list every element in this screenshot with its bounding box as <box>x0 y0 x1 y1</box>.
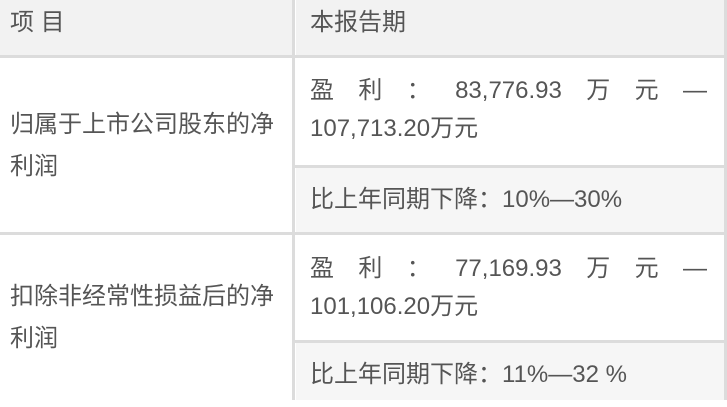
divider <box>292 0 295 400</box>
text: ： <box>406 77 431 104</box>
change-rate: 比上年同期下降：10%—30% <box>296 168 727 232</box>
profit-line2: 101,106.20万元 <box>310 293 479 320</box>
divider <box>724 0 727 400</box>
item-label: 扣除非经常性损益后的净利润 <box>10 283 274 352</box>
text: ： <box>406 255 431 282</box>
text: — <box>682 77 707 104</box>
text: 77,169.93 <box>455 255 562 282</box>
profit-line1: 盈利 ： 77,169.93 万元 — <box>310 250 717 288</box>
text: 元 <box>634 77 659 104</box>
text: — <box>682 255 707 282</box>
divider <box>295 165 727 168</box>
text: 盈 <box>310 77 334 104</box>
text: 利 <box>358 255 383 282</box>
divider <box>295 340 727 343</box>
text: 盈 <box>310 255 334 282</box>
profit-line2: 107,713.20万元 <box>310 115 479 142</box>
text: 元 <box>634 255 659 282</box>
text: 83,776.93 <box>455 77 562 104</box>
change-rate: 比上年同期下降：11%—32 % <box>296 343 727 400</box>
row-item: 归属于上市公司股东的净利润 <box>0 58 293 233</box>
profit-range: 盈利 ： 77,169.93 万元 — 101,106.20万元 <box>296 236 727 340</box>
divider <box>0 232 727 235</box>
profit-line1: 盈利 ： 83,776.93 万元 — <box>310 72 717 110</box>
header-item: 项 目 <box>0 0 293 56</box>
item-label: 归属于上市公司股东的净利润 <box>10 110 274 180</box>
header-period: 本报告期 <box>296 0 727 56</box>
text: 万 <box>586 255 611 282</box>
divider <box>0 55 727 58</box>
row-item: 扣除非经常性损益后的净利润 <box>0 236 293 400</box>
text: 利 <box>358 77 383 104</box>
profit-range: 盈利 ： 83,776.93 万元 — 107,713.20万元 <box>296 58 727 165</box>
text: 万 <box>586 77 611 104</box>
